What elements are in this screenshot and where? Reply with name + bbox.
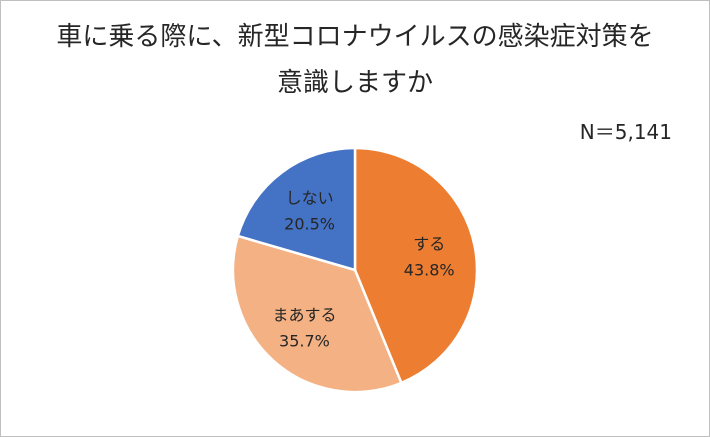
slice-value-label: 43.8% <box>404 260 455 279</box>
sample-size-label: N＝5,141 <box>579 120 672 144</box>
slice-value-label: 35.7% <box>279 331 330 350</box>
pie-slice-2 <box>231 234 403 394</box>
title-line-2: 意識しますか <box>276 68 433 98</box>
slice-category-label: まあする <box>272 305 336 324</box>
pie-slice-1 <box>353 146 479 385</box>
slice-category-label: する <box>413 234 445 253</box>
slice-value-label: 20.5% <box>284 215 335 234</box>
chart-title: 車に乗る際に、新型コロナウイルスの感染症対策を 意識しますか <box>0 14 710 106</box>
title-line-1: 車に乗る際に、新型コロナウイルスの感染症対策を <box>56 22 654 52</box>
slice-category-label: しない <box>286 189 334 208</box>
pie-slice-3 <box>236 146 357 272</box>
